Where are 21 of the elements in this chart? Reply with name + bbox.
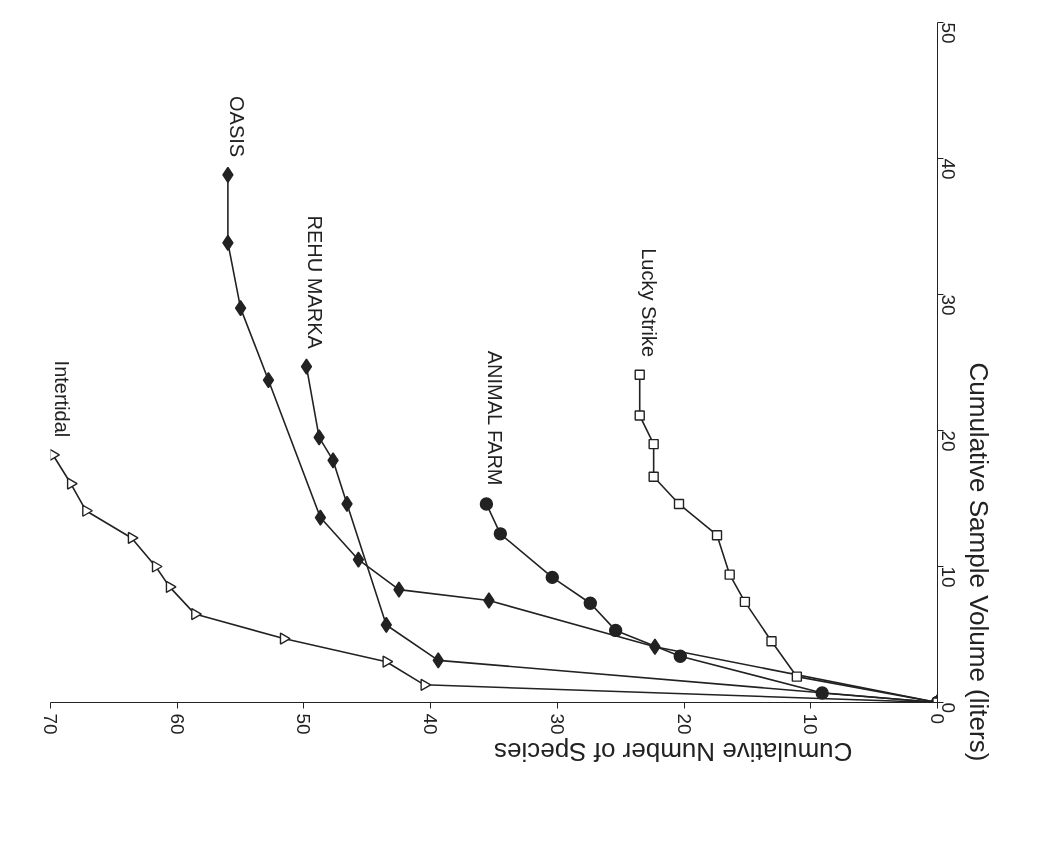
text: Intertidal (51, 360, 74, 438)
text: OASIS (225, 96, 248, 158)
y-tick-label: 40 (938, 158, 959, 180)
x-tick-label: 20 (673, 713, 695, 735)
x-axis-title: Cumulative Number of Species (493, 736, 853, 767)
x-tick-label: 40 (420, 713, 442, 735)
x-tick-label: 10 (800, 713, 822, 735)
x-tick-label: 0 (927, 713, 948, 725)
y-tick-label: 50 (938, 22, 959, 44)
text: ANIMAL FARM (484, 350, 507, 486)
x-tick-label: 70 (40, 713, 61, 735)
x-tick-label: 30 (546, 713, 568, 735)
y-axis-title: Cumulative Sample Volume (liters) (963, 362, 994, 762)
y-tick-label: 0 (938, 702, 959, 714)
text: REHU MARKA (304, 215, 327, 350)
text: Lucky Strike (637, 248, 660, 358)
y-tick-label: 30 (938, 294, 959, 316)
y-tick-label: 20 (938, 430, 959, 452)
y-tick-label: 10 (938, 566, 959, 588)
x-tick-label: 50 (293, 713, 315, 735)
x-tick-label: 60 (166, 713, 188, 735)
